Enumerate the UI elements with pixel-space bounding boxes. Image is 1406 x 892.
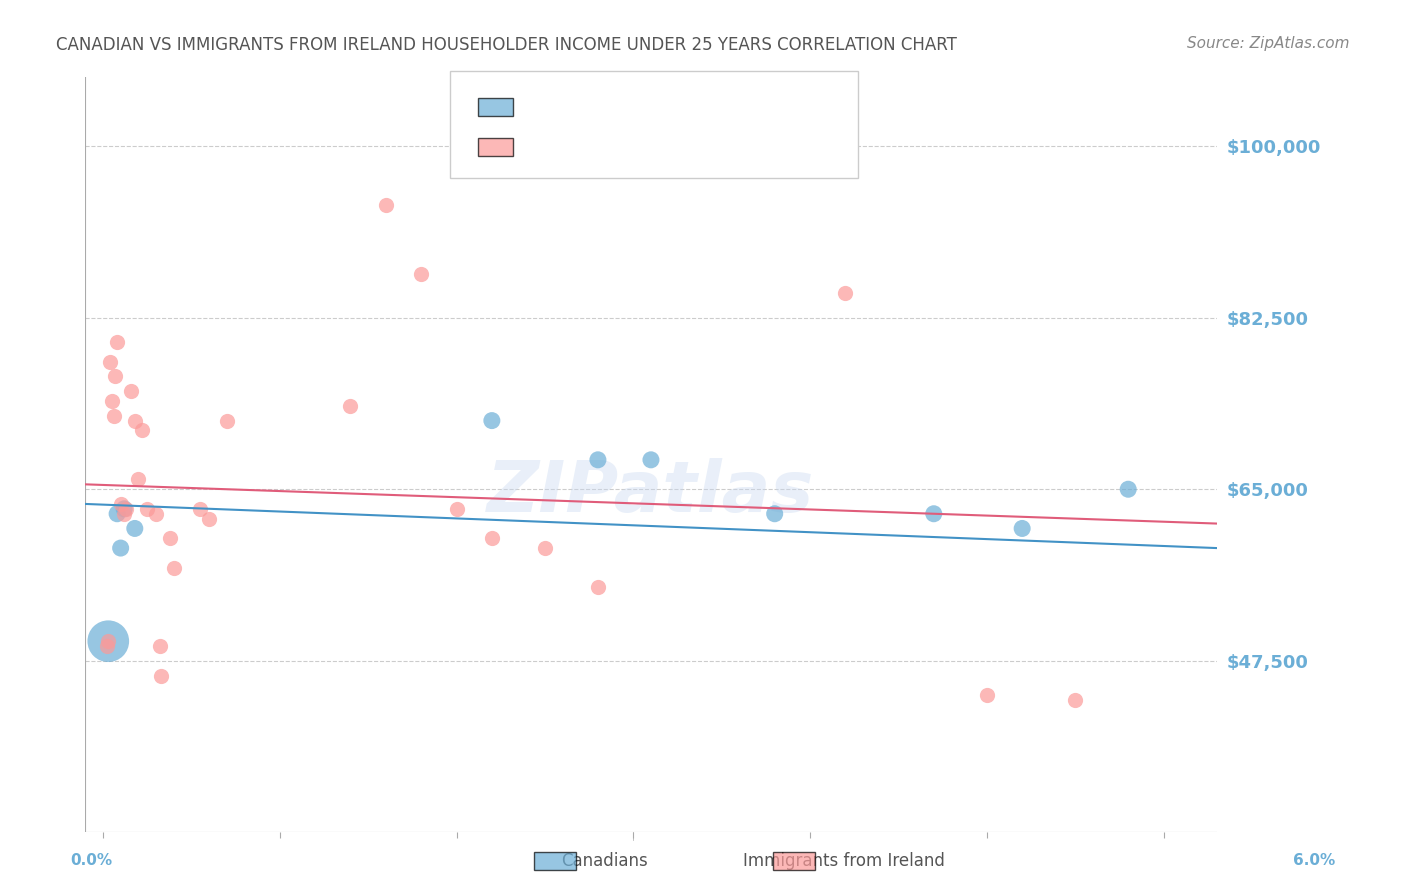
Point (104, 369, 127, 384)
Text: 0.0%: 0.0% (70, 854, 112, 868)
Point (112, 507, 135, 521)
Point (763, 507, 786, 521)
Point (586, 452, 609, 467)
Point (446, 501, 468, 516)
Text: Canadians: Canadians (561, 852, 648, 870)
Point (198, 511, 221, 525)
Point (124, 521, 146, 535)
Point (120, 384, 142, 399)
Text: CANADIAN VS IMMIGRANTS FROM IRELAND HOUSEHOLDER INCOME UNDER 25 YEARS CORRELATIO: CANADIAN VS IMMIGRANTS FROM IRELAND HOUS… (56, 36, 957, 54)
Point (110, 541, 132, 555)
Point (481, 531, 503, 545)
Text: 6.0%: 6.0% (1294, 854, 1336, 868)
Text: ZIPatlas: ZIPatlas (488, 458, 814, 527)
Point (339, 399, 361, 413)
Point (97, 634, 120, 648)
Point (110, 497, 132, 511)
Point (411, 267, 433, 281)
Point (150, 668, 173, 682)
Text: 12: 12 (696, 94, 718, 112)
Text: -0.104: -0.104 (555, 134, 614, 152)
Text: R =: R = (520, 134, 557, 152)
Point (103, 409, 125, 423)
Point (1116, 482, 1139, 496)
Text: 33: 33 (696, 134, 720, 152)
Point (131, 424, 153, 438)
Point (124, 414, 146, 428)
Point (97, 634, 120, 648)
Point (115, 501, 138, 516)
Text: Source: ZipAtlas.com: Source: ZipAtlas.com (1187, 36, 1350, 51)
Point (127, 472, 149, 486)
Text: N =: N = (626, 94, 673, 112)
Point (105, 335, 128, 350)
Point (481, 414, 503, 428)
Point (215, 414, 238, 428)
Point (1011, 521, 1033, 535)
Point (586, 580, 609, 594)
Point (145, 507, 167, 521)
Point (148, 639, 170, 653)
Point (374, 198, 396, 212)
Point (136, 501, 159, 516)
Text: Immigrants from Ireland: Immigrants from Ireland (742, 852, 945, 870)
Point (159, 531, 181, 545)
Point (96, 639, 118, 653)
Point (105, 507, 128, 521)
Point (922, 507, 945, 521)
Point (163, 560, 186, 574)
Point (534, 541, 557, 555)
Point (976, 688, 998, 702)
Point (1064, 693, 1087, 707)
Point (101, 394, 124, 409)
Point (640, 452, 662, 467)
Point (98, 355, 121, 369)
Point (188, 501, 211, 516)
Text: N =: N = (626, 134, 673, 152)
Point (834, 286, 856, 301)
Text: -0.221: -0.221 (555, 94, 614, 112)
Point (112, 501, 135, 516)
Text: R =: R = (520, 94, 557, 112)
